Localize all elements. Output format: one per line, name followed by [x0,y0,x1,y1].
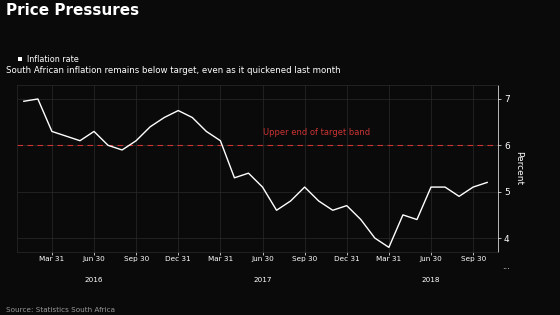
Y-axis label: Percent: Percent [515,152,524,186]
Text: Source: Statistics South Africa: Source: Statistics South Africa [6,307,115,313]
Text: Price Pressures: Price Pressures [6,3,139,18]
Text: 2016: 2016 [85,277,103,283]
Text: 2017: 2017 [253,277,272,283]
Legend: Inflation rate: Inflation rate [17,55,79,64]
Text: Upper end of target band: Upper end of target band [263,128,370,137]
Text: South African inflation remains below target, even as it quickened last month: South African inflation remains below ta… [6,66,340,75]
Text: 2018: 2018 [422,277,440,283]
Text: ...: ... [502,262,510,271]
